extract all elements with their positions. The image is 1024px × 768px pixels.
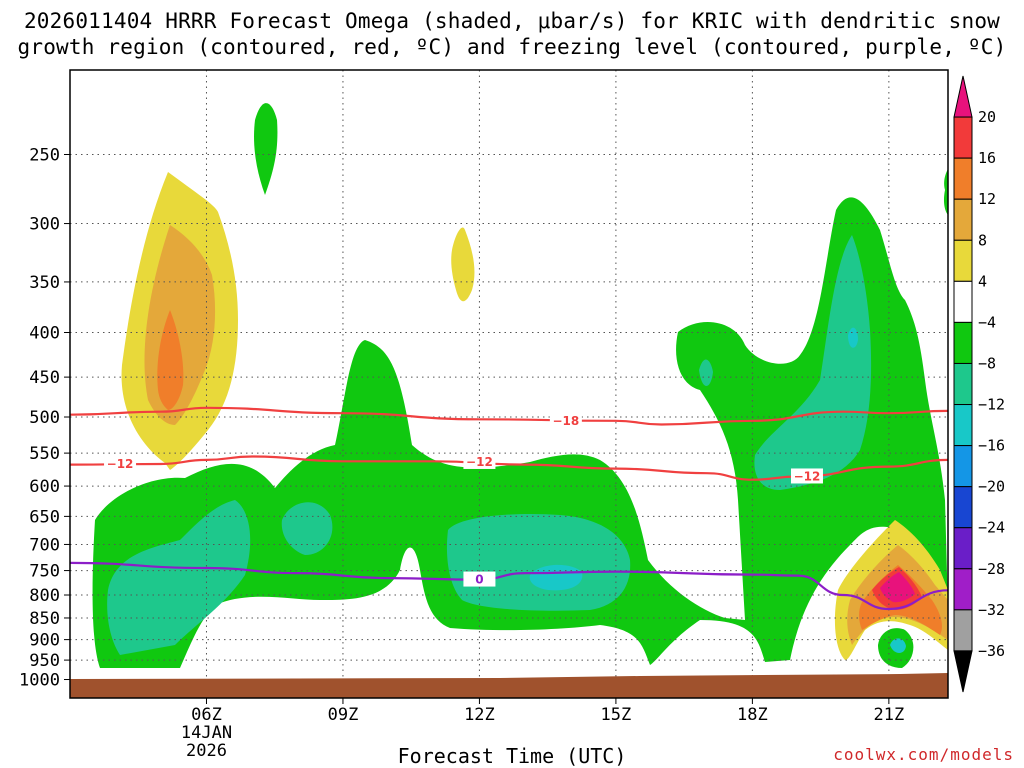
y-tick-label: 400 — [29, 324, 60, 344]
y-tick-label: 1000 — [19, 671, 60, 691]
colorbar-bin — [953, 568, 973, 611]
x-axis-title: Forecast Time (UTC) — [397, 744, 627, 768]
colorbar-bin — [953, 198, 973, 241]
colorbar-bin — [953, 445, 973, 488]
colorbar-bin — [953, 650, 973, 693]
colorbar-label: 12 — [978, 190, 996, 208]
plot-frame — [69, 69, 949, 699]
terrain-ground — [70, 673, 948, 698]
contour-label-bg — [104, 455, 137, 471]
contour-label: 0 — [475, 573, 483, 587]
contour-label-bg — [549, 412, 582, 428]
contour-label-bg — [790, 468, 823, 484]
omega-area-teal-dot — [699, 359, 713, 386]
colorbar-label: −8 — [978, 354, 996, 372]
colorbar-bin — [953, 321, 973, 364]
colorbar-bin — [953, 527, 973, 570]
colorbar-bin — [953, 609, 973, 652]
colorbar-label: −20 — [978, 478, 1005, 496]
y-tick-label: 450 — [29, 368, 60, 388]
omega-area-teal-mid — [281, 502, 333, 555]
chart-title: 2026011404 HRRR Forecast Omega (shaded, … — [17, 9, 1007, 59]
y-tick-label: 850 — [29, 609, 60, 629]
colorbar-label: −36 — [978, 642, 1005, 660]
omega-area-green-top — [254, 103, 278, 195]
omega-area-cyan-small — [890, 638, 906, 653]
colorbar-label: 16 — [978, 149, 996, 167]
colorbar-bin — [953, 404, 973, 447]
omega-area-yellow-small — [451, 227, 475, 302]
omega-area-green-edge — [944, 168, 948, 215]
x-tick-label: 12Z — [464, 705, 495, 725]
colorbar: 20 16 12 8 4 −4 −8 −12 −16 −20 −24 −28 −32 −36 — [953, 75, 1005, 693]
colorbar-bin — [953, 116, 973, 159]
y-tick-label: 500 — [29, 408, 60, 428]
colorbar-bin — [953, 280, 973, 323]
contour-label-bg — [463, 453, 496, 469]
colorbar-label: −12 — [978, 396, 1005, 414]
colorbar-label: −28 — [978, 560, 1005, 578]
colorbar-bin — [953, 157, 973, 200]
colorbar-label: −24 — [978, 519, 1005, 537]
contour-label-bg — [463, 571, 496, 587]
omega-area-cyan-right — [848, 327, 858, 348]
y-tick-label: 700 — [29, 535, 60, 555]
colorbar-bin — [953, 486, 973, 529]
colorbar-label: −4 — [978, 313, 996, 331]
y-tick-label: 950 — [29, 651, 60, 671]
x-tick-label: 06Z — [191, 705, 222, 725]
colorbar-bin — [953, 75, 973, 118]
y-tick-label: 250 — [29, 146, 60, 166]
colorbar-label: 4 — [978, 272, 987, 290]
y-tick-label: 350 — [29, 273, 60, 293]
omega-shading — [92, 103, 948, 668]
y-tick-label: 300 — [29, 215, 60, 235]
colorbar-bin — [953, 362, 973, 406]
credit-text: coolwx.com/models — [833, 745, 1014, 764]
colorbar-label: −16 — [978, 437, 1005, 455]
colorbar-label: 8 — [978, 231, 987, 249]
y-tick-label: 650 — [29, 507, 60, 527]
colorbar-label: 20 — [978, 108, 996, 126]
x-tick-label: 21Z — [874, 705, 905, 725]
y-axis: 2503003504004505005506006507007508008509… — [19, 146, 70, 691]
x-tick-label: 18Z — [737, 705, 768, 725]
y-tick-label: 900 — [29, 631, 60, 651]
y-tick-label: 550 — [29, 444, 60, 464]
x-tick-label: 15Z — [601, 705, 632, 725]
x-year-label: 2026 — [186, 741, 227, 761]
y-tick-label: 750 — [29, 562, 60, 582]
colorbar-bin — [953, 239, 973, 282]
y-tick-label: 600 — [29, 477, 60, 497]
omega-area-teal-center — [446, 513, 631, 611]
omega-area-cyan-center — [529, 564, 583, 591]
contour-lines: −18 −12 −12 −12 0 — [70, 406, 948, 611]
omega-area-teal-right — [754, 235, 872, 490]
colorbar-label: −32 — [978, 601, 1005, 619]
contour-label: −18 — [552, 414, 579, 428]
contour-label: −12 — [794, 469, 821, 483]
y-tick-label: 800 — [29, 586, 60, 606]
contour-freezing-level — [70, 561, 948, 611]
contour-label: −12 — [107, 457, 134, 471]
contour-label: −12 — [466, 455, 493, 469]
omega-area-darkorange-core — [157, 310, 184, 410]
x-tick-label: 09Z — [328, 705, 359, 725]
omega-area-teal-left — [107, 500, 251, 655]
x-date-label: 14JAN — [181, 723, 232, 743]
